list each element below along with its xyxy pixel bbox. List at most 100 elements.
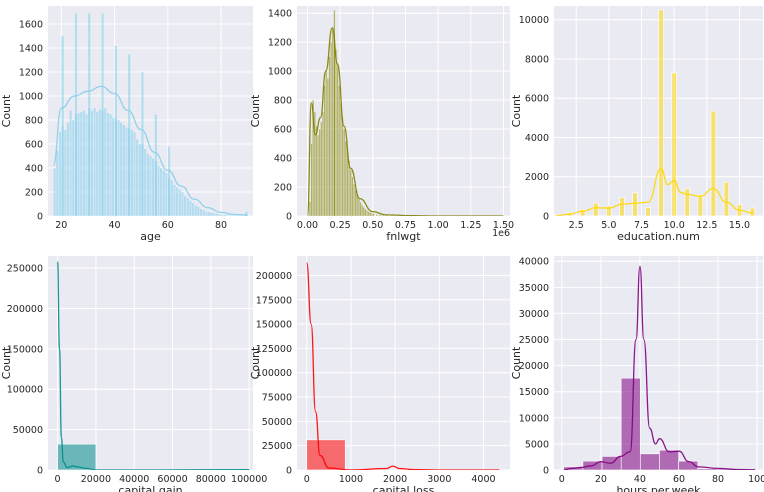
x-tick-label: 80 — [215, 220, 227, 231]
hist-bar — [645, 207, 651, 216]
x-tick-label: 5.0 — [601, 220, 616, 231]
hist-bar — [659, 449, 679, 470]
hist-bar — [372, 213, 375, 216]
hist-bar — [186, 197, 190, 216]
x-tick-label: 0.75 — [395, 220, 416, 231]
hist-bar — [77, 112, 81, 216]
hist-bar — [130, 129, 134, 216]
hist-bar — [326, 78, 329, 216]
x-axis-label: hours.per.week — [616, 484, 701, 492]
hist-bar — [117, 119, 121, 216]
axis-offset-text: 1e6 — [492, 228, 510, 239]
hist-bar — [85, 113, 89, 216]
kde-line — [306, 27, 504, 216]
kde-line — [306, 262, 500, 470]
hist-bar — [318, 128, 321, 216]
y-tick-label: 600 — [25, 140, 43, 151]
hist-bar — [593, 202, 599, 216]
y-tick-label: 200000 — [7, 304, 43, 315]
y-tick-label: 35000 — [519, 283, 549, 294]
y-tick-label: 175000 — [256, 295, 292, 306]
y-tick-label: 0 — [286, 466, 292, 477]
hist-bar — [308, 201, 311, 216]
y-tick-label: 8000 — [525, 54, 549, 65]
y-tick-label: 1200 — [19, 68, 43, 79]
y-tick-label: 6000 — [525, 94, 549, 105]
y-tick-label: 150000 — [256, 320, 292, 331]
y-tick-label: 100000 — [7, 385, 43, 396]
hist-bar — [325, 70, 328, 216]
hist-bar — [749, 207, 756, 216]
hist-bar — [352, 183, 356, 216]
hist-bar — [349, 169, 352, 216]
hist-bar — [95, 111, 99, 216]
hist-bar — [723, 181, 730, 216]
hist-bar — [178, 189, 182, 216]
hist-bar — [606, 205, 612, 216]
hist-bar — [138, 143, 142, 216]
x-tick-label: 100000 — [231, 474, 267, 485]
plot-area — [306, 10, 504, 216]
hist-bar — [632, 192, 638, 216]
y-tick-label: 20000 — [519, 361, 549, 372]
hist-bar — [320, 121, 323, 216]
hist-bar — [359, 202, 362, 216]
hist-bar — [82, 110, 86, 216]
panel-3: 0 50000 100000 150000 200000 250000 0 20000 4000… — [0, 256, 267, 492]
hist-bar — [63, 129, 67, 216]
hist-bar — [119, 122, 123, 216]
plot-area — [563, 265, 756, 470]
y-tick-label: 200 — [25, 188, 43, 199]
hist-bar — [146, 153, 150, 216]
plot-area — [56, 261, 250, 470]
hist-bar — [244, 210, 248, 216]
y-axis-label: Count — [0, 94, 13, 127]
y-tick-label: 400 — [274, 154, 292, 165]
hist-bar — [55, 149, 59, 216]
hist-bar — [362, 207, 365, 216]
plot-area — [554, 9, 756, 216]
hist-bar — [156, 165, 161, 216]
y-tick-label: 125000 — [256, 344, 292, 355]
hist-bar — [194, 204, 198, 216]
hist-bar — [354, 189, 357, 216]
hist-bar — [164, 172, 169, 216]
hist-bar — [351, 176, 354, 216]
y-tick-label: 50000 — [262, 417, 292, 428]
hist-bar — [106, 112, 110, 216]
x-axis-label: age — [140, 230, 161, 243]
hist-spike — [333, 10, 336, 216]
kde-line — [563, 265, 756, 470]
hist-bar — [122, 124, 126, 216]
x-tick-label: 40000 — [119, 474, 149, 485]
hist-bar — [170, 179, 174, 216]
hist-bar — [71, 119, 75, 216]
x-tick-label: 2000 — [383, 474, 407, 485]
hist-bar — [135, 138, 139, 216]
x-tick-label: 2.5 — [569, 220, 584, 231]
hist-bar — [231, 215, 235, 216]
y-axis-label: Count — [0, 346, 13, 379]
hist-bar — [331, 27, 334, 216]
hist-spike — [114, 45, 118, 216]
hist-bar — [684, 188, 690, 216]
y-tick-label: 200000 — [256, 271, 292, 282]
hist-bar — [315, 126, 318, 216]
panel-0: 0 200 400 600 800 1000 1200 1400 1600 20 40 60 80 age… — [0, 6, 253, 243]
y-tick-label: 4000 — [525, 133, 549, 144]
x-tick-label: 0.50 — [362, 220, 383, 231]
x-tick-label: 0 — [55, 474, 61, 485]
x-tick-label: 40 — [634, 474, 646, 485]
hist-spike — [167, 146, 171, 216]
kde-line — [556, 168, 753, 216]
hist-bar — [357, 198, 360, 216]
hist-bar — [172, 184, 176, 216]
y-axis-label: Count — [249, 346, 262, 379]
hist-bar — [207, 211, 211, 216]
y-tick-label: 15000 — [519, 387, 549, 398]
plot-area — [52, 12, 248, 216]
y-tick-label: 75000 — [262, 393, 292, 404]
y-axis-label: Count — [249, 94, 262, 127]
hist-spike — [74, 12, 78, 216]
